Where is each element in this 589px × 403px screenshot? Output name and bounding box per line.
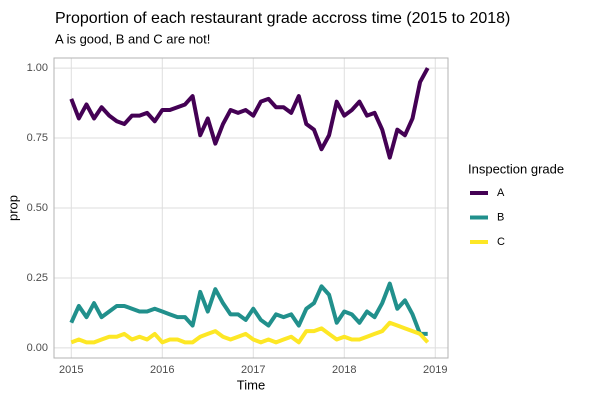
- series-line: [69, 67, 430, 160]
- x-tick-label: 2017: [241, 364, 265, 376]
- panel-border: [53, 57, 449, 359]
- x-tick-label: 2016: [150, 364, 174, 376]
- x-axis-label: Time: [237, 377, 265, 392]
- y-tick-label: 0.00: [27, 342, 48, 354]
- legend-label: B: [497, 211, 504, 223]
- y-tick-label: 0.75: [27, 132, 48, 144]
- chart-title: Proportion of each restaurant grade accr…: [55, 10, 510, 27]
- y-axis-label: prop: [5, 195, 20, 221]
- x-tick-label: 2015: [59, 364, 83, 376]
- series-line: [70, 320, 430, 345]
- legend-label: C: [497, 236, 505, 248]
- y-tick-label: 0.50: [27, 202, 48, 214]
- x-tick-label: 2019: [423, 364, 447, 376]
- y-tick-label: 0.25: [27, 272, 48, 284]
- legend-label: A: [497, 187, 505, 199]
- chart-subtitle: A is good, B and C are not!: [55, 31, 210, 46]
- y-tick-label: 1.00: [27, 62, 48, 74]
- legend-title: Inspection grade: [468, 161, 564, 176]
- x-tick-label: 2018: [332, 364, 356, 376]
- series-line: [69, 281, 428, 336]
